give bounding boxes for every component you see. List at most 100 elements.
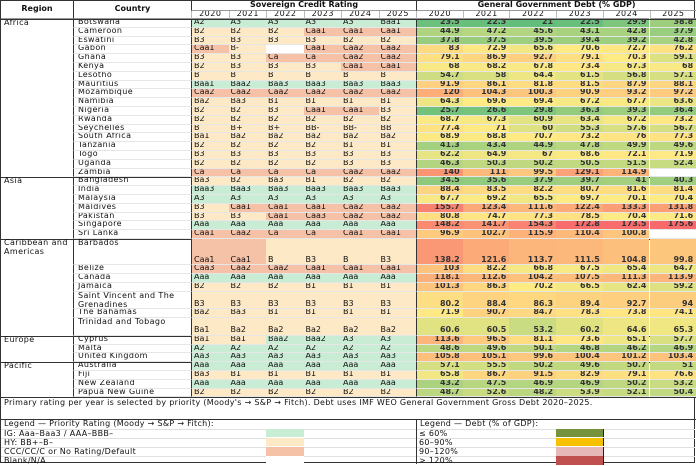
debt-cell: 82.2 bbox=[509, 186, 556, 195]
debt-cell: 99.8 bbox=[650, 239, 696, 265]
debt-cell: 74.7 bbox=[463, 213, 510, 222]
debt-cell: 68 bbox=[650, 63, 696, 72]
debt-cell: 91.9 bbox=[416, 81, 463, 90]
debt-cell: 101.3 bbox=[416, 283, 463, 292]
debt-legend-swatch bbox=[556, 429, 604, 438]
rating-cell: Ba1 bbox=[191, 318, 229, 336]
rating-cell: B1 bbox=[379, 371, 417, 380]
rating-cell: B2 bbox=[191, 389, 229, 398]
rating-cell: B3 bbox=[191, 213, 229, 222]
rating-cell: Aaa bbox=[191, 274, 229, 283]
rating-cell: B2 bbox=[229, 28, 267, 37]
debt-legend-label: 90–120% bbox=[416, 447, 516, 456]
debt-cell: 43.1 bbox=[556, 28, 603, 37]
rating-cell: Caa1 bbox=[341, 265, 379, 274]
rating-cell: Baa3 bbox=[266, 186, 304, 195]
rating-cell: Ba2 bbox=[304, 318, 342, 336]
rating-cell: B3 bbox=[379, 160, 417, 169]
debt-cell: 46.9 bbox=[509, 380, 556, 389]
rating-cell: B3 bbox=[266, 151, 304, 160]
debt-cell: 131.8 bbox=[650, 204, 696, 213]
debt-cell: 107.5 bbox=[556, 274, 603, 283]
debt-cell: 88.4 bbox=[416, 186, 463, 195]
rating-cell: Caa2 bbox=[304, 89, 342, 98]
rating-cell: Caa1 bbox=[266, 204, 304, 213]
debt-cell: 113.7 bbox=[509, 239, 556, 265]
rating-cell: Baa2 bbox=[266, 336, 304, 345]
rating-cell: B3 bbox=[341, 151, 379, 160]
rating-cell: Caa1 bbox=[191, 230, 229, 239]
rating-cell: A3 bbox=[229, 19, 267, 28]
rating-cell: A2 bbox=[341, 345, 379, 354]
rating-cell: B3 bbox=[266, 37, 304, 46]
rating-cell: B1 bbox=[379, 283, 417, 292]
rating-cell: Baa3 bbox=[229, 186, 267, 195]
debt-cell: 72.1 bbox=[603, 151, 650, 160]
debt-cell: 96.5 bbox=[463, 336, 510, 345]
rating-cell: A3 bbox=[304, 195, 342, 204]
debt-cell: 50.2 bbox=[603, 380, 650, 389]
debt-cell: 47.2 bbox=[463, 28, 510, 37]
rating-cell: B2 bbox=[229, 283, 267, 292]
debt-cell: 86.3 bbox=[463, 283, 510, 292]
country-name: Uganda bbox=[73, 160, 191, 169]
rating-cell: Ba2 bbox=[191, 309, 229, 318]
rating-cell: Baa3 bbox=[304, 81, 342, 90]
debt-cell: 67 bbox=[509, 151, 556, 160]
rating-cell: Ca bbox=[191, 169, 229, 178]
debt-cell: 65.6 bbox=[509, 45, 556, 54]
debt-cell: 92.7 bbox=[509, 54, 556, 63]
country-name: Togo bbox=[73, 151, 191, 160]
debt-cell: 69.4 bbox=[509, 98, 556, 107]
header-general-government-debt: General Government Debt (% GDP) bbox=[416, 1, 696, 11]
debt-cell: 94 bbox=[650, 292, 696, 310]
rating-cell: Aaa bbox=[191, 362, 229, 371]
debt-cell: 53.9 bbox=[556, 389, 603, 398]
rating-cell: A2 bbox=[304, 345, 342, 354]
debt-cell: 39.2 bbox=[603, 37, 650, 46]
region-label: Europe bbox=[1, 336, 73, 362]
rating-cell: B3 bbox=[379, 292, 417, 310]
debt-cell: 71.6 bbox=[650, 213, 696, 222]
rating-cell: Aaa bbox=[341, 362, 379, 371]
country-name: Tanzania bbox=[73, 142, 191, 151]
debt-cell: 122.4 bbox=[556, 204, 603, 213]
rating-cell: Caa1 bbox=[379, 265, 417, 274]
country-name: Seychelles bbox=[73, 125, 191, 134]
rating-cell: B2 bbox=[229, 107, 267, 116]
country-name: Cyprus bbox=[73, 336, 191, 345]
debt-cell: 100.4 bbox=[556, 353, 603, 362]
rating-cell: Caa2 bbox=[229, 89, 267, 98]
rating-cell: B2 bbox=[379, 116, 417, 125]
debt-cell: 49.6 bbox=[650, 142, 696, 151]
rating-year-header: 2021 bbox=[229, 11, 267, 19]
rating-cell: B2 bbox=[266, 283, 304, 292]
debt-cell: 70.3 bbox=[603, 54, 650, 63]
debt-cell: 79.1 bbox=[556, 54, 603, 63]
debt-year-header: 2023 bbox=[556, 11, 603, 19]
country-name: Cameroon bbox=[73, 28, 191, 37]
rating-cell: A2 bbox=[266, 345, 304, 354]
debt-cell: 40.3 bbox=[650, 177, 696, 186]
debt-cell: 81.6 bbox=[603, 186, 650, 195]
country-name: Bangladesh bbox=[73, 177, 191, 186]
rating-cell: Aaa bbox=[229, 380, 267, 389]
debt-cell: 73.6 bbox=[556, 336, 603, 345]
country-name: Barbados bbox=[73, 239, 191, 265]
rating-cell: Caa2 bbox=[379, 213, 417, 222]
rating-cell: B- bbox=[229, 45, 267, 54]
rating-cell: B2 bbox=[191, 142, 229, 151]
rating-legend-label: HY: BB+–B– bbox=[1, 438, 261, 447]
debt-cell: 113.6 bbox=[416, 336, 463, 345]
rating-cell: Baa3 bbox=[266, 81, 304, 90]
debt-cell: 66.5 bbox=[556, 283, 603, 292]
debt-cell: 92.7 bbox=[603, 292, 650, 310]
rating-cell: Aaa bbox=[266, 274, 304, 283]
debt-cell: 44.9 bbox=[509, 142, 556, 151]
debt-cell: 41.3 bbox=[416, 142, 463, 151]
debt-cell: 65.1 bbox=[603, 336, 650, 345]
debt-cell: 78.5 bbox=[556, 213, 603, 222]
rating-cell: A2 bbox=[379, 345, 417, 354]
debt-cell: 49.9 bbox=[603, 142, 650, 151]
debt-cell: 104.2 bbox=[509, 274, 556, 283]
